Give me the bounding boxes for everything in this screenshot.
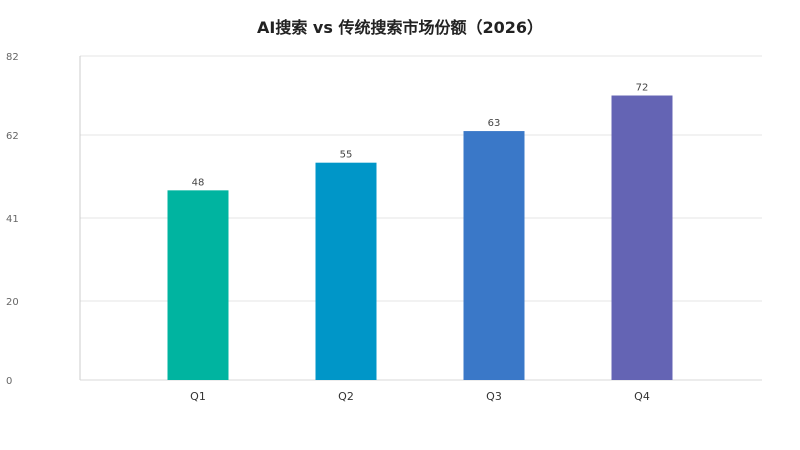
category-label: Q1 xyxy=(190,390,206,403)
category-label: Q3 xyxy=(486,390,502,403)
category-label: Q4 xyxy=(634,390,650,403)
y-tick-label: 20 xyxy=(6,297,19,308)
y-tick-label: 62 xyxy=(6,131,19,142)
y-tick-label: 0 xyxy=(6,376,12,387)
y-tick-labels: 0 20 41 62 82 xyxy=(6,52,19,387)
data-label: 72 xyxy=(636,83,649,94)
category-label: Q2 xyxy=(338,390,354,403)
bar-q3 xyxy=(463,131,525,380)
bars xyxy=(167,95,673,380)
bar-q4 xyxy=(611,95,673,380)
y-tick-label: 41 xyxy=(6,214,19,225)
y-tick-label: 82 xyxy=(6,52,19,63)
chart-title: AI搜索 vs 传统搜索市场份额（2026） xyxy=(257,18,543,37)
bar-q1 xyxy=(167,190,229,380)
data-label: 63 xyxy=(488,118,501,129)
data-label: 48 xyxy=(192,177,205,188)
bar-q2 xyxy=(315,162,377,380)
data-label: 55 xyxy=(340,150,353,161)
data-labels: 48 55 63 72 xyxy=(192,83,649,189)
category-labels: Q1 Q2 Q3 Q4 xyxy=(190,390,650,403)
